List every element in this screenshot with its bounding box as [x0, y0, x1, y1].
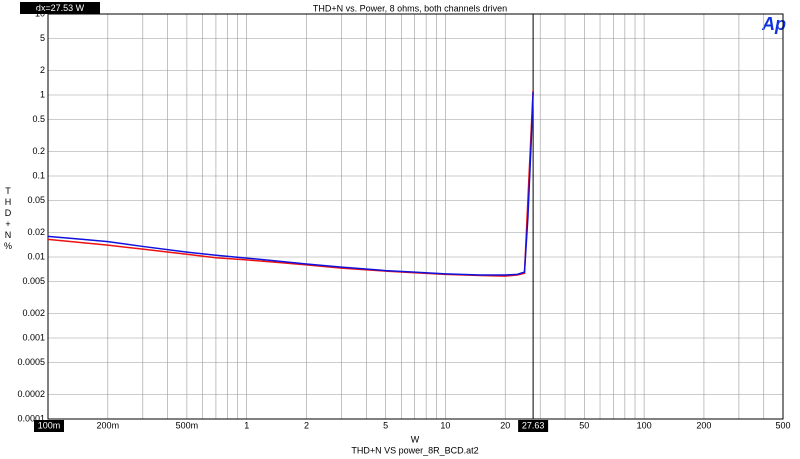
- x-tick-label: 50: [579, 420, 589, 430]
- x-tick-label: 200m: [97, 420, 120, 430]
- y-tick-label: 0.5: [32, 114, 45, 124]
- chart-title: THD+N vs. Power, 8 ohms, both channels d…: [313, 3, 507, 13]
- x-tick-label: 500m: [176, 420, 199, 430]
- logo: Ap: [761, 14, 786, 34]
- x-tick-label: 100: [637, 420, 652, 430]
- x-tick-label: 200: [696, 420, 711, 430]
- cursor-label-box: [518, 420, 549, 432]
- x-tick-label: 1: [244, 420, 249, 430]
- y-tick-label: 0.0005: [17, 357, 45, 367]
- y-tick-label: 5: [40, 33, 45, 43]
- readout: dx=27.53 W: [36, 3, 85, 13]
- x-tick-label: 5: [383, 420, 388, 430]
- y-tick-label: 0.001: [22, 332, 45, 342]
- x-tick-label: 2: [304, 420, 309, 430]
- readout-box: [20, 2, 100, 14]
- y-tick-label: 0.0001: [17, 413, 45, 423]
- x-tick-label: 20: [500, 420, 510, 430]
- series-line: [47, 91, 534, 276]
- y-tick-label: 10: [35, 8, 45, 18]
- y-tick-label: 0.05: [27, 195, 45, 205]
- x-tick-label: 500: [775, 420, 790, 430]
- x-axis-label: W: [411, 434, 420, 444]
- y-tick-label: 0.002: [22, 308, 45, 318]
- y-tick-label: 0.0002: [17, 389, 45, 399]
- y-tick-label: 0.005: [22, 276, 45, 286]
- cursor-label: 27.63: [522, 420, 545, 430]
- x-tick-label: 100m: [38, 420, 61, 430]
- y-axis-label: THD+N%: [3, 186, 13, 252]
- footer: THD+N VS power_8R_BCD.at2: [351, 445, 478, 455]
- y-tick-label: 0.02: [27, 227, 45, 237]
- y-tick-label: 0.1: [32, 170, 45, 180]
- y-tick-label: 0.01: [27, 251, 45, 261]
- y-tick-label: 2: [40, 65, 45, 75]
- y-tick-label: 0.2: [32, 146, 45, 156]
- tick-label-box: [34, 420, 64, 432]
- y-tick-label: 1: [40, 89, 45, 99]
- x-tick-label: 10: [440, 420, 450, 430]
- frame: [47, 13, 784, 420]
